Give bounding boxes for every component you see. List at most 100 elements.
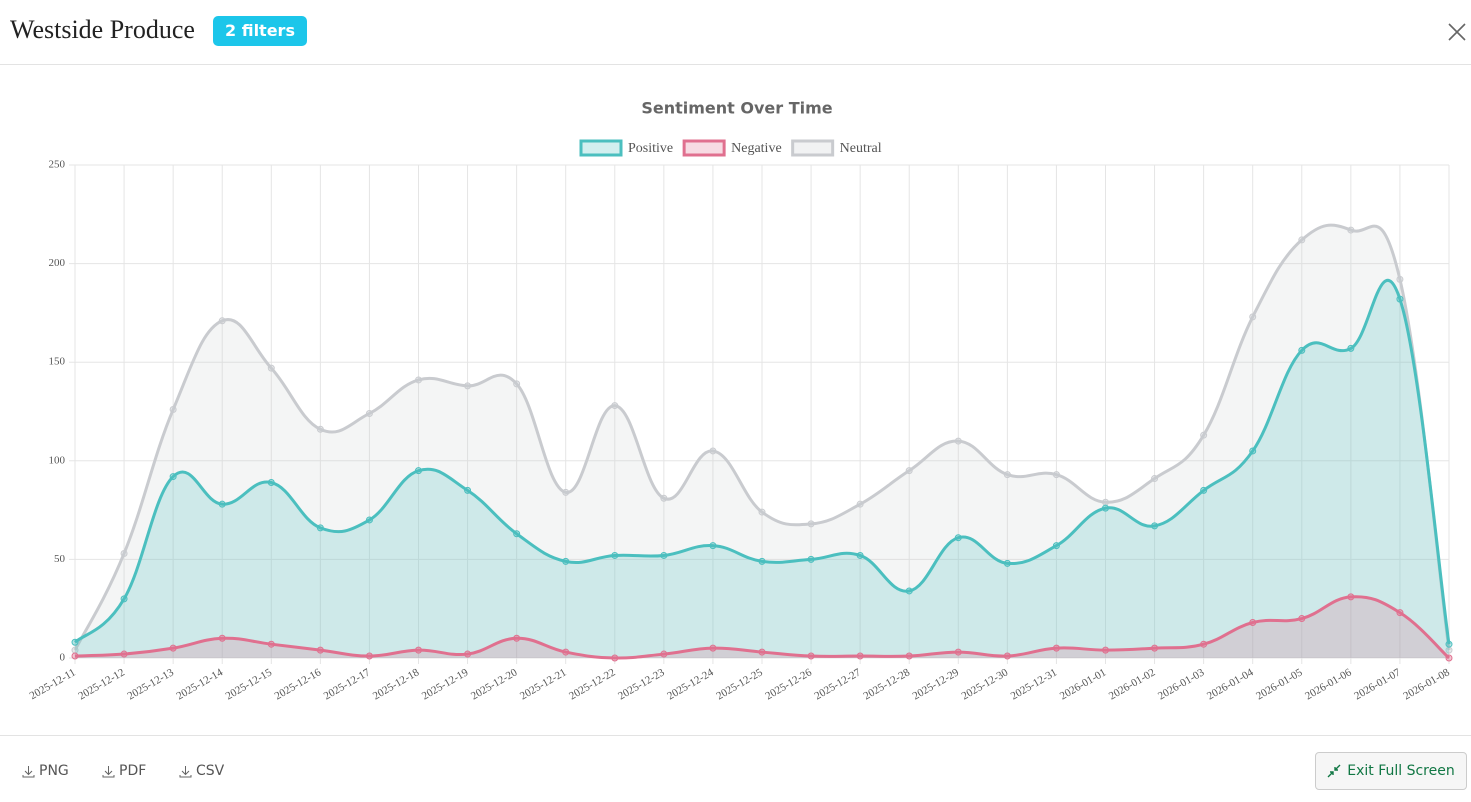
point [513,530,521,538]
point [1052,471,1060,479]
point [660,650,668,658]
x-tick-label: 2026-01-04 [1205,666,1256,702]
exit-fullscreen-button[interactable]: Exit Full Screen [1315,752,1467,790]
title: Westside Produce [10,15,195,44]
point [954,437,962,445]
point [513,634,521,642]
y-tick-label: 0 [60,652,66,664]
point [758,648,766,656]
point [1102,646,1109,654]
point [1249,447,1257,455]
x-tick-label: 2026-01-07 [1352,666,1403,702]
x-tick-label: 2025-12-11 [28,666,78,702]
point [1347,593,1355,601]
point [415,646,422,654]
x-tick-label: 2026-01-06 [1303,666,1354,702]
x-tick-label: 2026-01-02 [1107,666,1157,702]
close-button[interactable] [1447,22,1467,42]
point [954,648,962,656]
point [1298,236,1306,244]
point [1200,486,1208,494]
point [365,409,373,417]
point [856,551,864,559]
y-tick-label: 100 [49,454,66,466]
point [1445,654,1453,662]
x-tick-label: 2025-12-13 [125,666,176,702]
line [73,223,1451,651]
point [1396,295,1404,303]
x-tick-label: 2025-12-22 [567,666,617,702]
point [1052,542,1060,550]
x-tick-label: 2025-12-14 [175,666,226,702]
point [562,557,570,565]
point [1298,615,1306,623]
point [905,652,913,660]
footer: PNG PDF CSV Exit Full Screen [0,735,1471,802]
point [267,478,275,486]
line [74,278,1451,645]
label: Exit Full Screen [1347,763,1455,779]
label: PNG [39,763,69,779]
point [120,549,128,557]
point [415,467,422,475]
export-csv[interactable]: CSV [179,763,224,779]
point [1249,619,1257,627]
filter-badge[interactable]: 2 filters [213,16,307,46]
x-tick-label: 2025-12-17 [322,666,373,702]
x-tick-label: 2025-12-16 [273,666,324,702]
x-tick-label: 2026-01-03 [1156,666,1207,702]
x-tick-label: 2025-12-23 [616,666,667,702]
point [1347,344,1355,352]
x-tick-label: 2025-12-26 [763,666,814,702]
point [807,520,815,528]
point [316,646,324,654]
point [562,488,570,496]
export-png[interactable]: PNG [22,763,69,779]
x-tick-label: 2026-01-08 [1401,666,1452,702]
point [1003,559,1011,567]
header: Westside Produce 2 filters [0,0,1471,65]
point [316,425,324,433]
point [71,638,79,646]
point [1445,640,1453,648]
chart: Sentiment Over Time 0 50 100 150 200 250 2025-… [28,99,1453,702]
point [1200,431,1208,439]
point [120,650,128,658]
point [218,317,226,325]
legend-label: Positive [628,141,673,156]
x-tick-label: 2025-12-20 [469,666,520,702]
point [1396,609,1404,617]
y-tick-label: 50 [54,553,66,565]
x-tick-label: 2025-12-21 [518,666,568,702]
point [758,557,766,565]
point [856,500,864,508]
point [807,555,815,563]
point [1102,504,1109,512]
point [169,406,177,414]
point [905,587,913,595]
point [415,376,422,384]
legend-swatch [791,139,835,157]
point [218,500,226,508]
point [611,551,619,559]
x-tick-label: 2025-12-30 [960,666,1011,702]
point [267,640,275,648]
chart-title: Sentiment Over Time [641,99,832,118]
legend-swatch [682,139,726,157]
point [611,402,619,410]
point [71,652,79,660]
point [1151,644,1159,652]
point [120,595,128,603]
export-pdf[interactable]: PDF [102,763,146,779]
y-tick-label: 200 [49,257,66,269]
x-tick-label: 2025-12-24 [665,666,716,702]
point [464,650,472,658]
line [74,595,1451,660]
point [1347,226,1355,234]
point [562,648,570,656]
point [1102,498,1109,506]
x-tick-label: 2026-01-05 [1254,666,1305,702]
point [1298,346,1306,354]
point [365,652,373,660]
point [954,534,962,542]
